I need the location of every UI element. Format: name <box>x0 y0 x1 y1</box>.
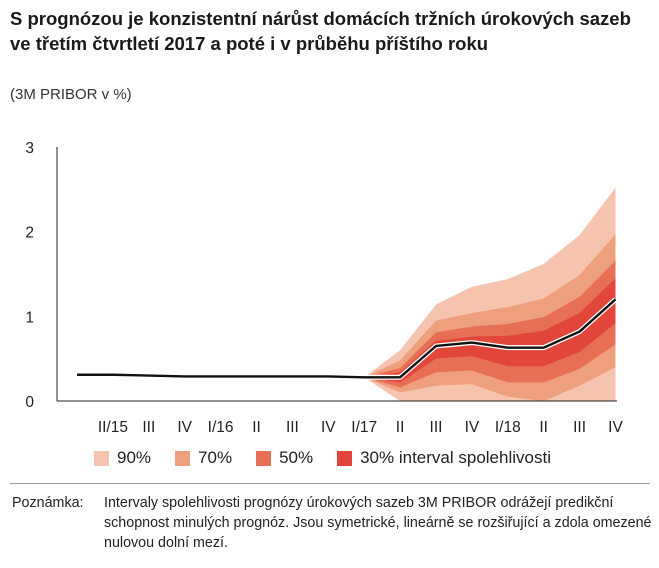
x-tick-label: II <box>539 419 548 436</box>
legend-label: 90% <box>117 448 152 467</box>
legend-item: 70% <box>175 448 232 468</box>
x-tick-label: II/15 <box>98 419 128 436</box>
x-tick-label: IV <box>177 419 192 436</box>
x-tick-label: I/16 <box>208 419 234 436</box>
legend-swatch <box>337 450 353 466</box>
x-tick-label: IV <box>465 419 480 436</box>
y-tick-label: 0 <box>25 394 34 411</box>
x-tick-label: I/17 <box>351 419 377 436</box>
x-tick-label: III <box>286 419 299 436</box>
x-tick-label: IV <box>608 419 623 436</box>
note-label: Poznámka: <box>12 495 84 511</box>
x-tick-label: IV <box>321 419 336 436</box>
axes <box>56 147 617 402</box>
chart-subtitle: (3M PRIBOR v %) <box>10 86 132 103</box>
central-line <box>77 298 617 379</box>
x-tick-label: III <box>430 419 443 436</box>
x-tick-label: II <box>252 419 261 436</box>
legend-item: 90% <box>94 448 151 468</box>
note-text: Intervaly spolehlivosti prognózy úrokový… <box>104 495 652 551</box>
legend-swatch <box>256 450 272 466</box>
chart-title: S prognózou je konzistentní nárůst domác… <box>10 8 631 54</box>
legend-label: 30% interval spolehlivosti <box>360 448 551 467</box>
legend-label: 70% <box>198 448 233 467</box>
y-tick-label: 2 <box>25 225 34 242</box>
x-tick-label: III <box>573 419 586 436</box>
x-tick-label: II <box>396 419 405 436</box>
central-forecast <box>77 297 618 380</box>
legend-swatch <box>175 450 191 466</box>
legend-swatch <box>94 450 109 466</box>
confidence-bands <box>364 187 616 401</box>
y-tick-label: 3 <box>25 140 34 157</box>
x-tick-label: I/18 <box>495 419 521 436</box>
x-tick-label: III <box>142 419 155 436</box>
legend-label: 50% <box>279 448 314 467</box>
legend-item: 30% interval spolehlivosti <box>337 448 551 468</box>
y-tick-label: 1 <box>25 309 34 326</box>
legend-item: 50% <box>256 448 313 468</box>
legend: 90% 70% 50% 30% interval spolehlivosti <box>94 448 575 468</box>
note-divider <box>10 483 650 484</box>
